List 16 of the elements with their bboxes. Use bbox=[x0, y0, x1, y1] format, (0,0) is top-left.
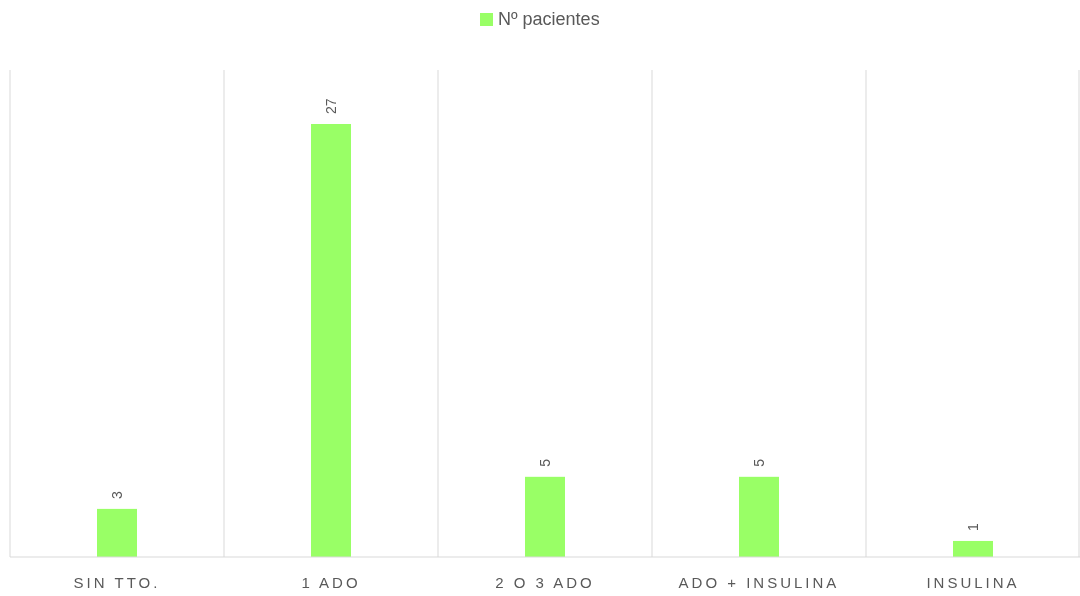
x-tick-label: 2 O 3 ADO bbox=[495, 574, 595, 591]
x-tick-label: ADO + INSULINA bbox=[678, 574, 840, 591]
bar bbox=[953, 540, 993, 557]
bar bbox=[311, 124, 351, 557]
x-tick-label: SIN TTO. bbox=[73, 574, 161, 591]
legend-label: Nº pacientes bbox=[498, 9, 600, 29]
data-label: 3 bbox=[109, 490, 125, 499]
x-tick-label: INSULINA bbox=[926, 574, 1020, 591]
bar bbox=[739, 476, 779, 557]
data-label: 1 bbox=[965, 522, 981, 531]
data-label: 5 bbox=[537, 458, 553, 467]
data-label: 27 bbox=[323, 98, 339, 114]
x-tick-label: 1 ADO bbox=[301, 574, 361, 591]
bar bbox=[97, 508, 137, 557]
data-label: 5 bbox=[751, 458, 767, 467]
bar bbox=[525, 476, 565, 557]
